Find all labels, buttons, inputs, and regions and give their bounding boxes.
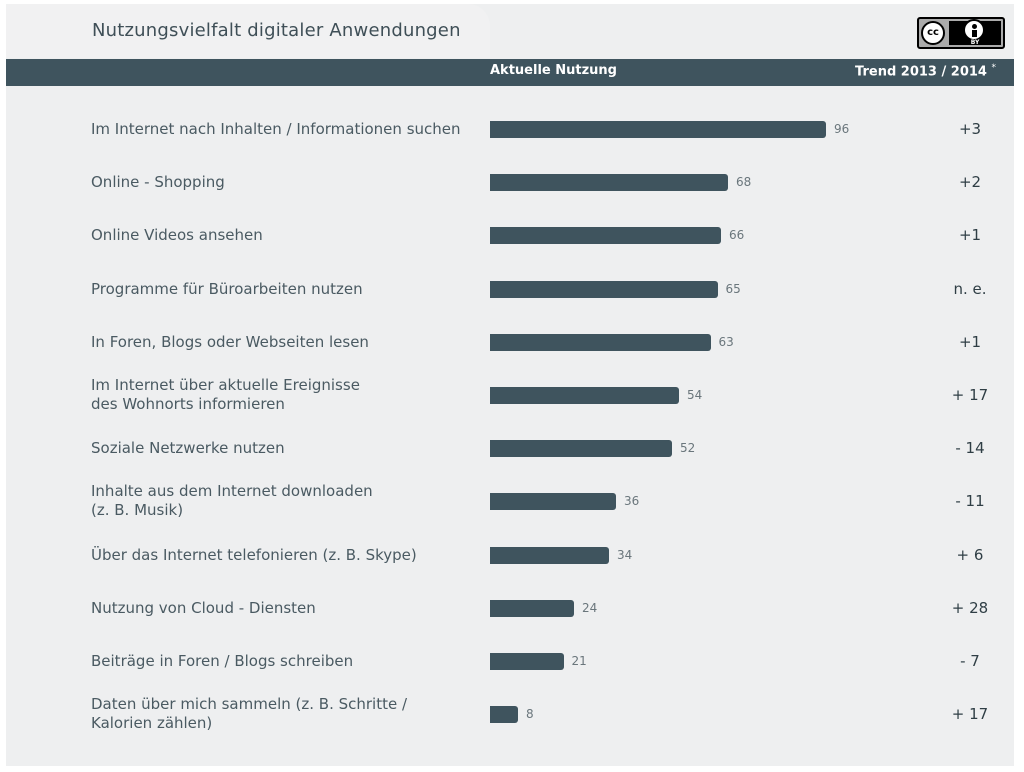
category-label: Daten über mich sammeln (z. B. Schritte … xyxy=(91,695,408,733)
category-label: Soziale Netzwerke nutzen xyxy=(91,439,285,458)
bar xyxy=(490,706,518,724)
trend-value: +1 xyxy=(958,332,982,351)
category-label: Nutzung von Cloud - Diensten xyxy=(91,598,316,617)
category-label: Über das Internet telefonieren (z. B. Sk… xyxy=(91,545,417,564)
bar xyxy=(490,333,711,351)
trend-value: +2 xyxy=(958,173,982,192)
bar xyxy=(490,387,679,404)
category-label: Im Internet nach Inhalten / Informatione… xyxy=(91,120,461,138)
bar xyxy=(490,121,826,138)
header-band xyxy=(6,59,1014,86)
trend-value: n. e. xyxy=(953,279,987,298)
bar xyxy=(490,440,672,458)
bar xyxy=(490,280,718,298)
bar-value-label: 66 xyxy=(729,228,745,243)
header-trend-marker: * xyxy=(991,63,997,73)
header-current-usage: Aktuelle Nutzung xyxy=(490,63,617,78)
category-label: Im Internet über aktuelle Ereignisse des… xyxy=(91,376,360,413)
category-label: Programme für Büroarbeiten nutzen xyxy=(91,279,363,298)
bar-value-label: 96 xyxy=(834,122,850,136)
trend-value: - 14 xyxy=(955,439,985,458)
bar-value-label: 36 xyxy=(624,494,640,509)
chart-title: Nutzungsvielfalt digitaler Anwendungen xyxy=(92,20,461,41)
bar-value-label: 63 xyxy=(718,334,734,349)
bar-value-label: 52 xyxy=(680,441,696,456)
bar-value-label: 65 xyxy=(725,281,741,296)
bar-value-label: 54 xyxy=(687,388,703,402)
header-trend-label: Trend 2013 / 2014 xyxy=(855,64,987,80)
trend-value: - 11 xyxy=(955,492,985,511)
trend-value: +3 xyxy=(958,120,982,138)
bar xyxy=(490,599,574,617)
category-label: Beiträge in Foren / Blogs schreiben xyxy=(91,652,354,670)
trend-value: + 17 xyxy=(951,386,989,404)
bar xyxy=(490,493,616,511)
bar xyxy=(490,653,564,670)
trend-value: +1 xyxy=(958,226,982,245)
trend-value: + 17 xyxy=(951,705,989,724)
category-label: In Foren, Blogs oder Webseiten lesen xyxy=(91,332,369,351)
category-label: Online - Shopping xyxy=(91,173,225,192)
category-label: Online Videos ansehen xyxy=(91,226,263,245)
header-trend: Trend 2013 / 2014 * xyxy=(855,63,996,79)
bar-value-label: 24 xyxy=(582,600,598,615)
by-label: BY xyxy=(970,39,980,46)
cc-by-license-icon: cc BY xyxy=(917,17,1005,49)
bar-value-label: 68 xyxy=(736,175,752,190)
title-tab xyxy=(6,4,490,58)
category-label: Inhalte aus dem Internet downloaden (z. … xyxy=(91,482,373,520)
attribution-person-icon xyxy=(963,19,985,41)
bar xyxy=(490,227,721,245)
bar xyxy=(490,174,728,192)
trend-value: + 28 xyxy=(951,598,989,617)
bar xyxy=(490,546,609,564)
cc-icon: cc xyxy=(921,21,945,45)
bar-value-label: 8 xyxy=(526,707,534,722)
trend-value: + 6 xyxy=(956,545,984,564)
trend-value: - 7 xyxy=(960,652,980,670)
bar-value-label: 21 xyxy=(571,654,587,668)
bar-value-label: 34 xyxy=(617,547,633,562)
